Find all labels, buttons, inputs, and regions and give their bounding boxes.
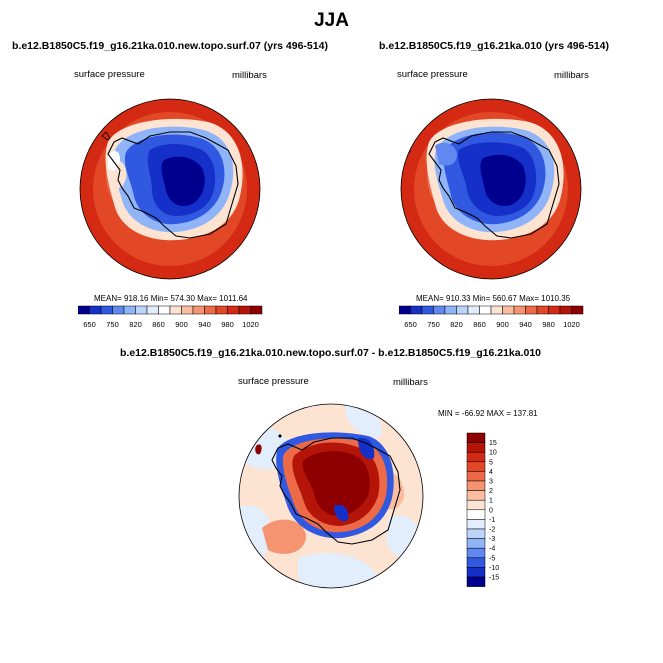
- panel2-colorbar-swatch: [571, 305, 584, 315]
- panel3-colorbar-swatch: [466, 499, 486, 511]
- panel1-colorbar-label: 940: [198, 320, 211, 329]
- panel2-colorbar-label: 1020: [563, 320, 580, 329]
- panel2-colorbar-swatch: [467, 305, 480, 315]
- panel2-colorbar: 650 750 820 860 900 940 980 1020: [399, 305, 584, 329]
- panel2-colorbar-swatch: [444, 305, 457, 315]
- panel2-colorbar-label: 980: [542, 320, 555, 329]
- panel2-colorbar-label: 900: [496, 320, 509, 329]
- panel1-colorbar-swatch: [123, 305, 136, 315]
- panel2-colorbar-swatch: [559, 305, 572, 315]
- panel3-colorbar-label: 0: [489, 507, 493, 514]
- panel3-colorbar-label: 10: [489, 450, 497, 457]
- panel1-title: b.e12.B1850C5.f19_g16.21ka.010.new.topo.…: [12, 40, 328, 52]
- panel3-colorbar-swatch: [466, 547, 486, 559]
- figure-title: JJA: [314, 10, 349, 31]
- panel2-map: [400, 98, 582, 280]
- panel3-colorbar-label: 3: [489, 479, 493, 486]
- panel2-colorbar-swatch: [479, 305, 492, 315]
- panel3-colorbar-swatch: [466, 442, 486, 453]
- panel1-colorbar-label: 750: [106, 320, 119, 329]
- panel2-colorbar-label: 860: [473, 320, 486, 329]
- panel2-colorbar-swatch: [502, 305, 515, 315]
- panel3-colorbar-label: -15: [489, 575, 499, 582]
- panel1-colorbar-swatch: [227, 305, 240, 315]
- panel3-colorbar-swatch: [466, 471, 486, 482]
- panel1-colorbar-swatch: [238, 305, 251, 315]
- panel2-colorbar-label: 940: [519, 320, 532, 329]
- panel3-colorbar-label: 2: [489, 488, 493, 495]
- panel3-colorbar-swatch: [466, 557, 486, 568]
- panel3-colorbar-swatch: [466, 432, 486, 443]
- panel3-title: b.e12.B1850C5.f19_g16.21ka.010.new.topo.…: [120, 347, 542, 359]
- panel2-title: b.e12.B1850C5.f19_g16.21ka.010 (yrs 496-…: [379, 40, 609, 52]
- panel3-colorbar-label: -5: [489, 555, 495, 562]
- panel2-colorbar-swatch: [548, 305, 561, 315]
- panel3-variable-label: surface pressure: [238, 376, 309, 387]
- panel2-units-label: millibars: [554, 70, 589, 81]
- panel2-colorbar-swatch: [513, 305, 526, 315]
- panel1-colorbar-swatch: [204, 305, 217, 315]
- panel1-colorbar-label: 980: [221, 320, 234, 329]
- panel3-colorbar-label: -2: [489, 527, 495, 534]
- panel1-colorbar: 650 750 820 860 900 940 980 1020: [78, 305, 263, 329]
- panel2-colorbar-swatch: [456, 305, 469, 315]
- panel3-colorbar-swatch: [466, 480, 486, 491]
- panel3-colorbar-swatch: [466, 461, 486, 472]
- panel3-colorbar-swatch: [466, 538, 486, 549]
- panel1-colorbar-label: 1020: [242, 320, 259, 329]
- panel2-colorbar-swatch: [490, 305, 503, 315]
- panel2-colorbar-label: 820: [450, 320, 463, 329]
- panel1-units-label: millibars: [232, 70, 267, 81]
- panel1-colorbar-swatch: [158, 305, 171, 315]
- panel3-colorbar-swatch: [466, 576, 486, 587]
- panel1-colorbar-swatch: [169, 305, 182, 315]
- panel3-colorbar-label: 1: [489, 498, 493, 505]
- panel2-colorbar-swatch: [525, 305, 538, 315]
- panel1-colorbar-label: 900: [175, 320, 188, 329]
- panel1-variable-label: surface pressure: [74, 69, 145, 80]
- panel3-colorbar-label: 5: [489, 459, 493, 466]
- panel1-map: [79, 98, 261, 280]
- panel3-colorbar-label: 15: [489, 440, 497, 447]
- panel2-variable-label: surface pressure: [397, 69, 468, 80]
- panel3-map: [238, 403, 424, 589]
- panel1-colorbar-swatch: [181, 305, 194, 315]
- panel2-stats: MEAN= 910.33 Min= 560.67 Max= 1010.35: [416, 294, 571, 303]
- panel2-colorbar-swatch: [536, 305, 549, 315]
- panel3-units-label: millibars: [393, 377, 428, 388]
- panel1-colorbar-swatch: [89, 305, 102, 315]
- panel3-colorbar-swatch: [466, 490, 486, 501]
- panel2-colorbar-swatch: [433, 305, 446, 315]
- panel1-colorbar-swatch: [215, 305, 228, 315]
- panel1-colorbar-swatch: [135, 305, 148, 315]
- panel2-colorbar-label: 650: [404, 320, 417, 329]
- panel3-colorbar-label: -1: [489, 517, 495, 524]
- panel3-colorbar-swatch: [466, 528, 486, 539]
- panel3-colorbar-swatch: [466, 509, 486, 520]
- panel1-colorbar-label: 860: [152, 320, 165, 329]
- panel1-colorbar-label: 820: [129, 320, 142, 329]
- panel1-colorbar-swatch: [250, 305, 263, 315]
- panel2-colorbar-label: 750: [427, 320, 440, 329]
- panel1-colorbar-swatch: [78, 305, 90, 315]
- panel1-colorbar-swatch: [192, 305, 205, 315]
- panel3-colorbar-swatch: [466, 567, 486, 578]
- panel3-colorbar-swatch: [466, 519, 486, 530]
- panel3-colorbar-label: 4: [489, 469, 493, 476]
- panel1-stats: MEAN= 918.16 Min= 574.30 Max= 1011.64: [94, 294, 248, 303]
- panel3-colorbar-label: -3: [489, 536, 495, 543]
- panel3-stats: MIN = -66.92 MAX = 137.81: [438, 409, 538, 418]
- panel1-colorbar-swatch: [112, 305, 125, 315]
- panel2-colorbar-swatch: [399, 305, 411, 315]
- panel3-colorbar-swatch: [466, 451, 486, 463]
- panel1-colorbar-label: 650: [83, 320, 96, 329]
- panel1-colorbar-swatch: [100, 305, 113, 315]
- panel2-colorbar-swatch: [410, 305, 423, 315]
- panel3-colorbar-label: -4: [489, 546, 495, 553]
- panel3-colorbar-label: -10: [489, 565, 499, 572]
- panel2-colorbar-swatch: [421, 305, 434, 315]
- panel1-colorbar-swatch: [146, 305, 159, 315]
